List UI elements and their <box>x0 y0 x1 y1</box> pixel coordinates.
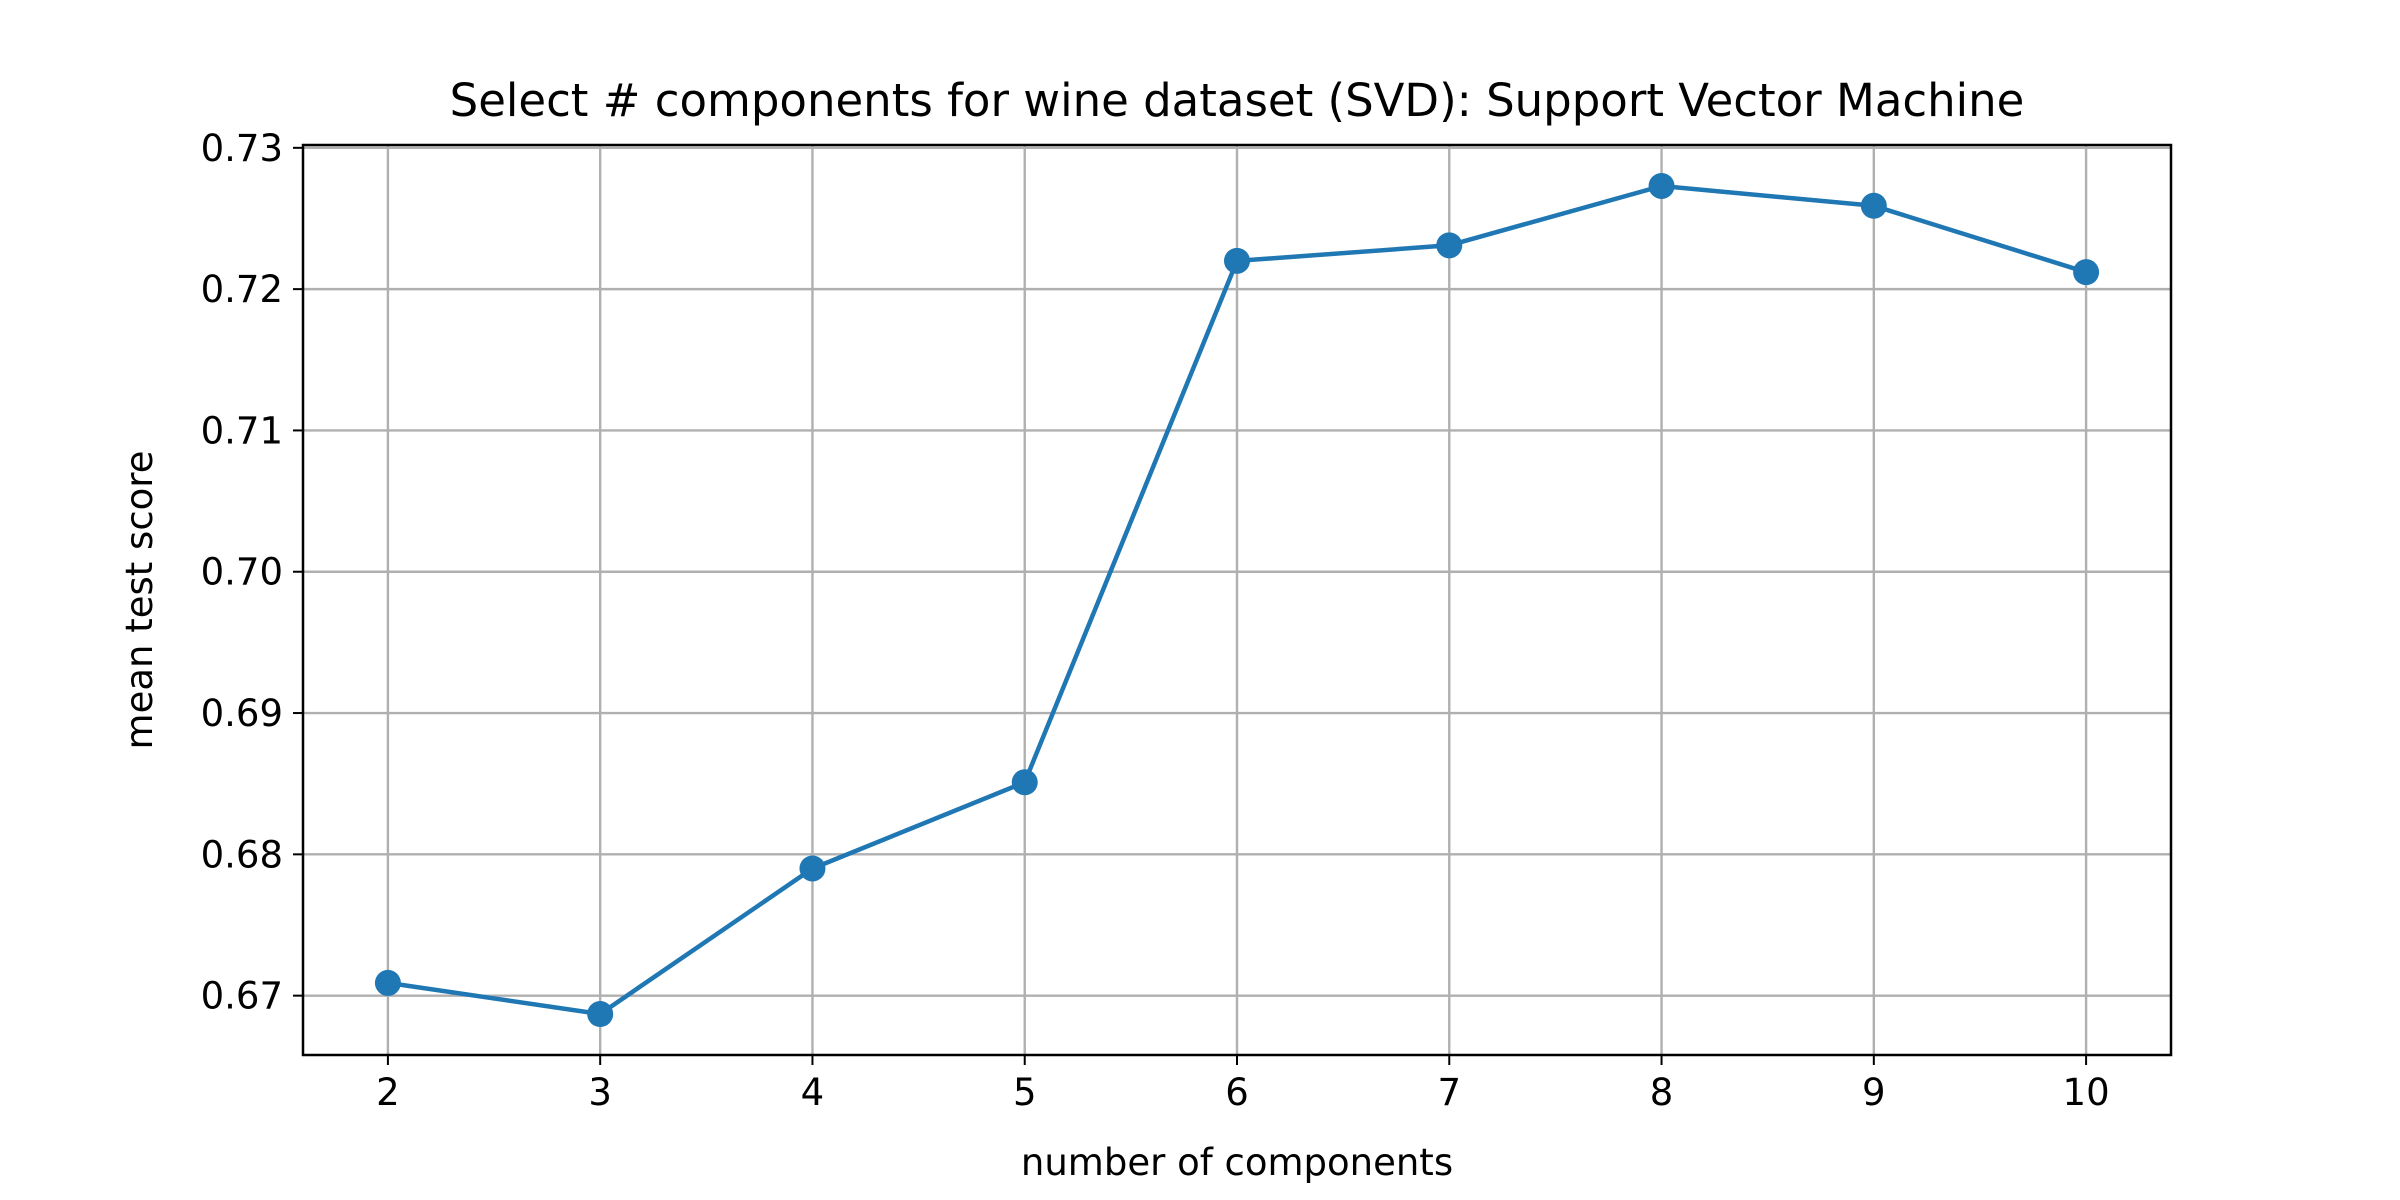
data-point <box>2073 259 2100 286</box>
chart-title: Select # components for wine dataset (SV… <box>450 74 2025 127</box>
data-point <box>374 969 401 996</box>
grid <box>303 145 2171 1055</box>
x-tick-label: 9 <box>1862 1071 1886 1114</box>
ticks: 2 3 4 5 6 7 8 9 10 0.67 0.68 0.69 0.70 0.71 0.72 0.73 <box>201 127 2110 1114</box>
data-point <box>1011 769 1038 796</box>
data-point <box>587 1001 614 1028</box>
data-point <box>799 855 826 882</box>
y-tick-label: 0.69 <box>201 692 283 735</box>
x-tick-label: 2 <box>376 1071 400 1114</box>
y-tick-label: 0.68 <box>201 833 283 876</box>
data-point <box>1436 232 1463 259</box>
series-layer <box>374 172 2100 1028</box>
x-tick-label: 3 <box>588 1071 612 1114</box>
x-tick-label: 5 <box>1013 1071 1037 1114</box>
data-point <box>1648 172 1675 199</box>
x-axis-title: number of components <box>1021 1141 1453 1184</box>
x-tick-label: 10 <box>2063 1071 2110 1114</box>
y-tick-label: 0.71 <box>201 409 283 452</box>
data-point <box>1860 192 1887 219</box>
y-tick-label: 0.67 <box>201 975 283 1018</box>
y-tick-label: 0.72 <box>201 268 283 311</box>
y-axis-title: mean test score <box>118 451 161 750</box>
x-tick-label: 8 <box>1650 1071 1674 1114</box>
x-tick-label: 4 <box>801 1071 825 1114</box>
x-tick-label: 6 <box>1225 1071 1249 1114</box>
x-tick-label: 7 <box>1437 1071 1461 1114</box>
y-tick-label: 0.73 <box>201 127 283 170</box>
data-point <box>1224 247 1250 274</box>
y-tick-label: 0.70 <box>201 551 283 594</box>
